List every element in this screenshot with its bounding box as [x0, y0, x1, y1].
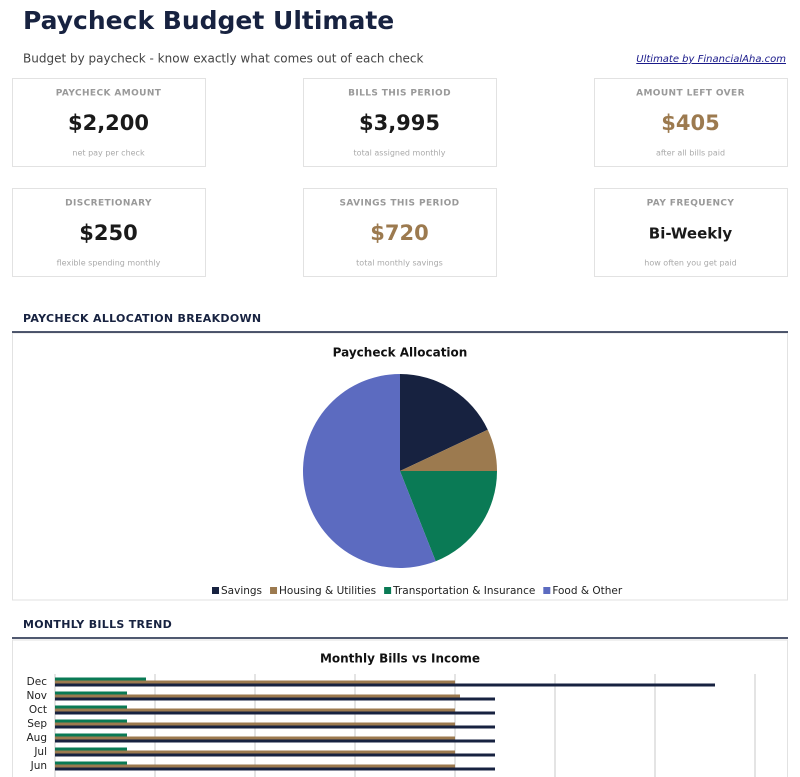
card-label: PAYCHECK AMOUNT [56, 89, 162, 99]
card-label: SAVINGS THIS PERIOD [339, 199, 459, 209]
card-note: total monthly savings [356, 259, 443, 268]
card-value: $720 [370, 221, 428, 245]
bar [55, 747, 127, 751]
bar [55, 697, 495, 701]
bar [55, 708, 455, 712]
pie-slice [400, 429, 497, 471]
card-note: how often you get paid [644, 259, 737, 268]
card [303, 78, 497, 167]
subtitle: Budget by paycheck - know exactly what c… [23, 52, 424, 66]
bar [55, 719, 127, 723]
bar [55, 767, 495, 771]
card [12, 188, 206, 277]
y-tick-label: Jul [33, 746, 47, 758]
pie-slice [302, 374, 436, 568]
card-label: BILLS THIS PERIOD [348, 89, 451, 99]
card-value: Bi-Weekly [649, 225, 733, 243]
pie-slice [400, 374, 488, 471]
legend-label: Housing & Utilities [279, 585, 376, 597]
card-value: $405 [661, 111, 719, 135]
card [12, 78, 206, 167]
card-value: $3,995 [359, 111, 440, 135]
bar [55, 750, 455, 754]
card-note: total assigned monthly [354, 149, 446, 158]
credit-link[interactable]: Ultimate by FinancialAha.com [636, 54, 786, 65]
y-tick-label: Nov [27, 690, 48, 702]
card [594, 78, 788, 167]
bar [55, 761, 127, 765]
card [594, 188, 788, 277]
card [303, 188, 497, 277]
bar [55, 711, 495, 715]
legend-swatch [543, 587, 551, 594]
bar [55, 739, 495, 743]
legend-swatch [270, 587, 278, 594]
bar [55, 722, 455, 726]
bar [55, 705, 127, 709]
card-note: flexible spending monthly [57, 259, 161, 268]
pie-slice [400, 471, 497, 562]
y-tick-label: Sep [27, 718, 47, 730]
bar [55, 736, 455, 740]
bar [55, 677, 146, 681]
card-value: $2,200 [68, 111, 149, 135]
bar [55, 725, 495, 729]
bar [55, 691, 127, 695]
section-title: MONTHLY BILLS TREND [23, 618, 172, 631]
bar [55, 733, 127, 737]
bar [55, 683, 715, 687]
chart-title: Monthly Bills vs Income [320, 652, 480, 666]
y-tick-label: Aug [26, 732, 47, 744]
card-value: $250 [79, 221, 137, 245]
y-tick-label: Dec [27, 676, 48, 688]
card-note: net pay per check [72, 149, 145, 158]
y-tick-label: Oct [29, 704, 47, 716]
legend-label: Food & Other [552, 585, 623, 597]
section-title: PAYCHECK ALLOCATION BREAKDOWN [23, 312, 261, 325]
bar [55, 753, 495, 757]
page-title: Paycheck Budget Ultimate [23, 6, 394, 35]
legend-label: Transportation & Insurance [392, 585, 535, 597]
card-label: PAY FREQUENCY [647, 199, 735, 209]
card-label: AMOUNT LEFT OVER [636, 89, 745, 99]
chart-title: Paycheck Allocation [333, 346, 468, 360]
bar [55, 764, 455, 768]
card-label: DISCRETIONARY [65, 199, 152, 209]
y-tick-label: Jun [30, 760, 47, 772]
legend-swatch [384, 587, 392, 594]
legend-swatch [212, 587, 219, 594]
legend-label: Savings [221, 585, 262, 597]
card-note: after all bills paid [656, 149, 725, 158]
bar [55, 694, 460, 698]
bar [55, 680, 455, 684]
